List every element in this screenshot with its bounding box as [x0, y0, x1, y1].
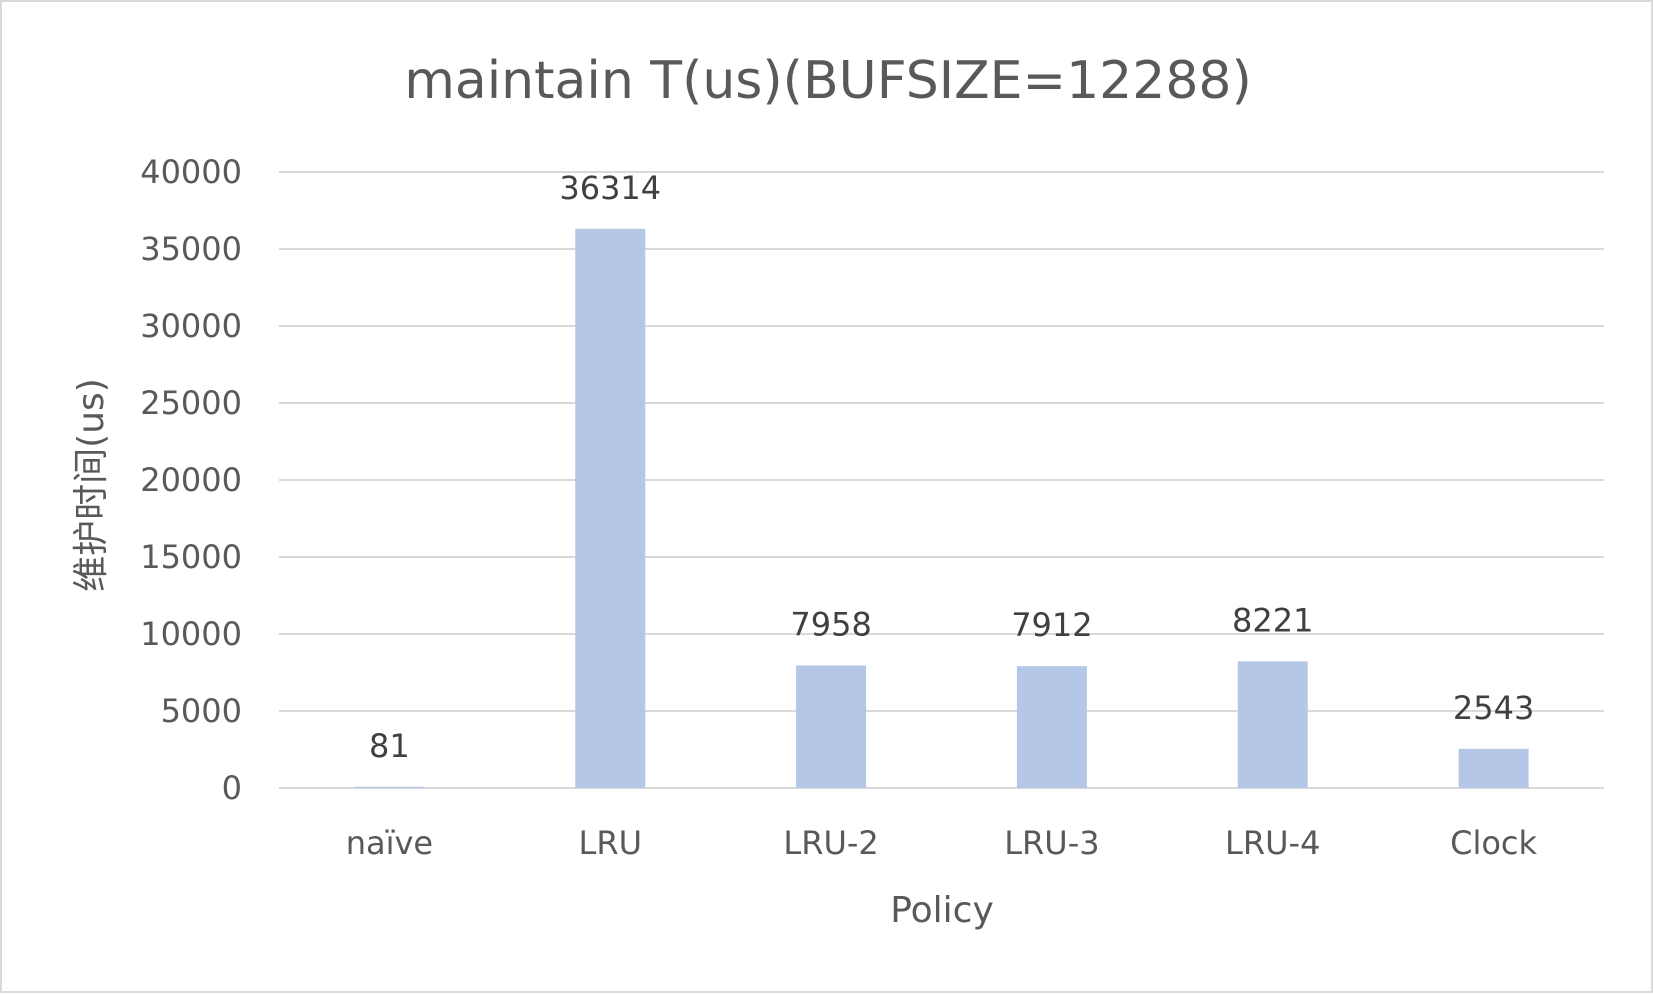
chart-title: maintain T(us)(BUFSIZE=12288) — [404, 51, 1252, 111]
gridlines — [279, 171, 1604, 789]
y-tick-label: 20000 — [140, 461, 242, 499]
bar — [796, 665, 867, 788]
y-tick-label: 15000 — [140, 538, 242, 576]
y-tick-label: 30000 — [140, 307, 242, 345]
data-labels: 81 36314 7958 7912 8221 2543 — [369, 169, 1534, 765]
data-label: 7912 — [1011, 606, 1092, 644]
x-tick-label: LRU-4 — [1225, 824, 1320, 862]
x-tick-label: LRU — [579, 824, 642, 862]
y-tick-label: 25000 — [140, 384, 242, 422]
y-tick-label: 0 — [222, 769, 242, 807]
y-tick-label: 35000 — [140, 230, 242, 268]
bars — [354, 228, 1529, 788]
x-tick-label: Clock — [1450, 824, 1537, 862]
data-label: 8221 — [1232, 601, 1313, 639]
bar — [354, 786, 425, 788]
x-axis-tick-labels: naïve LRU LRU-2 LRU-3 LRU-4 Clock — [346, 824, 1538, 862]
bar — [1458, 748, 1529, 788]
data-label: 2543 — [1453, 689, 1534, 727]
y-tick-label: 40000 — [140, 153, 242, 191]
x-tick-label: naïve — [346, 824, 433, 862]
x-tick-label: LRU-2 — [783, 824, 878, 862]
data-label: 81 — [369, 727, 410, 765]
y-axis-tick-labels: 0 5000 10000 15000 20000 25000 30000 35000 40000 — [140, 153, 242, 807]
y-tick-label: 5000 — [161, 692, 242, 730]
x-tick-label: LRU-3 — [1004, 824, 1099, 862]
bar — [1016, 666, 1087, 788]
y-tick-label: 10000 — [140, 615, 242, 653]
bar — [1237, 661, 1308, 788]
y-axis-title: 维护时间(us) — [71, 378, 112, 592]
data-label: 7958 — [790, 605, 871, 643]
x-axis-title: Policy — [890, 890, 994, 931]
data-label: 36314 — [559, 169, 661, 207]
bar — [575, 228, 646, 788]
